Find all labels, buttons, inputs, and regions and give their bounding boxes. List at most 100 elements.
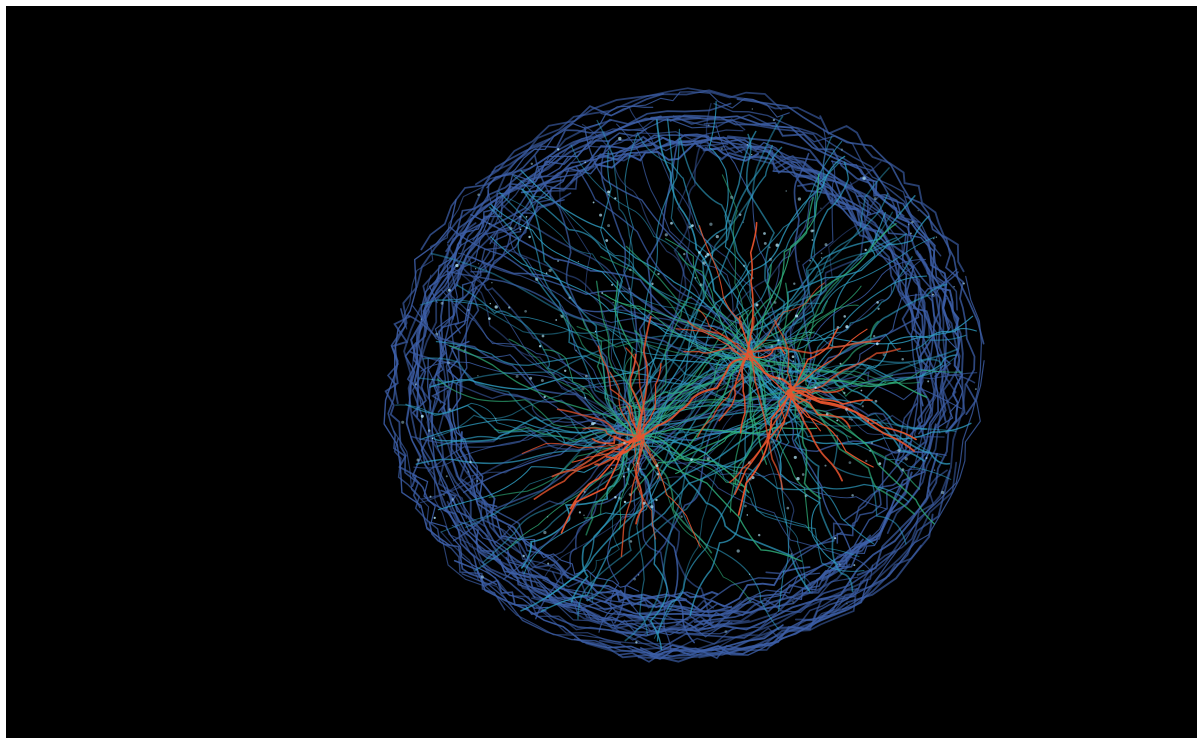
vessel-strand (703, 113, 958, 311)
highlight-dot (477, 193, 480, 197)
highlight-dot (785, 190, 787, 192)
vessel-strand (457, 192, 572, 393)
vessel-strand (683, 482, 907, 616)
highlight-dot (875, 342, 879, 346)
highlight-dot (838, 563, 841, 566)
vessel-strand (912, 293, 934, 432)
vessel-strand (600, 255, 750, 357)
vessel-strand (508, 338, 640, 439)
highlight-dot (546, 516, 549, 518)
highlight-dot (876, 301, 879, 304)
vessel-strand (793, 152, 812, 381)
vessel-strand (766, 194, 881, 380)
vessel-strand (412, 305, 620, 451)
vessel-strand (534, 155, 621, 451)
vessel-strand (407, 222, 514, 580)
vessel-strand (631, 383, 967, 653)
vessel-strand (616, 123, 775, 359)
highlight-dot (463, 349, 466, 351)
highlight-dot (908, 223, 910, 226)
vessel-strand (442, 406, 733, 614)
highlight-dot (581, 387, 585, 391)
highlight-dot (467, 471, 469, 473)
vessel-strand (816, 364, 944, 581)
highlight-dot (904, 457, 908, 461)
vessel-strand (748, 355, 768, 465)
highlight-dot (683, 252, 686, 256)
highlight-dot (629, 268, 632, 272)
highlight-dot (834, 537, 837, 540)
highlight-dot (697, 251, 701, 254)
vessel-strand (581, 123, 727, 331)
vessel-strand (817, 360, 985, 621)
vessel-strand (544, 396, 788, 578)
vessel-strand (609, 371, 635, 441)
highlight-dot (429, 495, 432, 498)
vessel-strand (638, 436, 701, 548)
vessel-strand (918, 253, 961, 429)
highlight-dot (702, 261, 706, 265)
vessel-strand (726, 342, 875, 545)
highlight-dot (860, 389, 863, 392)
vessel-strand (697, 308, 753, 355)
vessel-strand (788, 388, 844, 482)
highlight-dot (751, 154, 753, 156)
vessel-strand (477, 552, 735, 651)
vessel-strand (737, 394, 792, 516)
vessel-strand (545, 377, 754, 599)
highlight-dot (604, 442, 607, 445)
highlight-dot (751, 108, 753, 110)
highlight-dot (414, 383, 417, 386)
highlight-dot (676, 504, 678, 506)
vessel-strand (759, 128, 827, 337)
highlight-dot (469, 460, 472, 464)
vessel-strand (404, 342, 498, 586)
highlight-dot (476, 479, 479, 482)
highlight-dot (541, 334, 545, 338)
highlight-dot (873, 197, 877, 201)
highlight-dot (524, 309, 527, 313)
vessel-strand (604, 294, 792, 392)
highlight-dot (584, 161, 587, 164)
highlight-dot (445, 475, 448, 478)
highlight-dot (933, 469, 936, 471)
vessel-strand (445, 129, 605, 253)
highlight-dot (901, 468, 905, 471)
vessel-strand (650, 355, 750, 432)
vessel-strand (793, 135, 833, 385)
vessel-strand (636, 421, 957, 435)
vessel-strand (650, 115, 960, 350)
highlight-dot (508, 306, 511, 309)
highlight-dot (770, 344, 774, 348)
highlight-dot (451, 498, 454, 501)
highlight-dot (545, 272, 548, 275)
vessel-strand (689, 367, 793, 617)
highlight-dot (488, 317, 491, 320)
highlight-dot (618, 496, 622, 500)
vessel-strand (583, 437, 640, 519)
vessel-strand (788, 394, 874, 468)
highlight-dot (790, 553, 793, 555)
vessel-strand (440, 531, 737, 652)
highlight-dot (901, 357, 904, 361)
highlight-dot (845, 325, 849, 329)
highlight-dot (680, 515, 683, 518)
vessel-strand (673, 355, 750, 462)
highlight-dot (626, 467, 630, 471)
vessel-strand (403, 143, 544, 330)
highlight-dot (870, 441, 874, 445)
highlight-dot (793, 282, 796, 285)
highlight-dot (601, 291, 604, 295)
highlight-dot (778, 376, 781, 380)
highlight-dot (651, 282, 654, 286)
highlight-dot (848, 417, 852, 420)
vessel-strand (788, 385, 915, 452)
highlight-dot (670, 221, 673, 225)
highlight-dot (657, 473, 660, 476)
vessel-strand (540, 407, 806, 612)
highlight-dot (785, 423, 788, 425)
highlight-dot (850, 418, 853, 421)
vessel-strand (790, 278, 840, 392)
highlight-dot (729, 195, 734, 199)
vessel-strand (745, 133, 794, 375)
